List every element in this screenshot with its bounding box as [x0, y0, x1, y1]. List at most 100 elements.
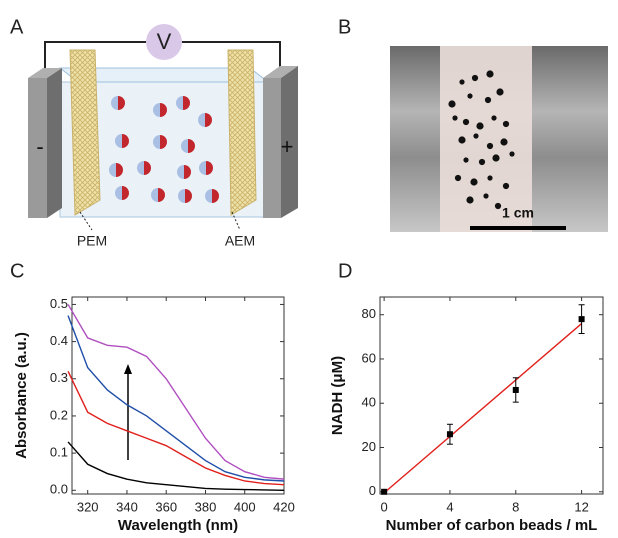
cell-half: [198, 113, 205, 127]
bead: [483, 193, 489, 199]
cell-diagram: V - + PEM AEM: [28, 24, 298, 249]
x-tick-label: 400: [234, 499, 256, 514]
point: [446, 431, 453, 438]
y-tick-label: 0.4: [50, 333, 68, 348]
electrode-side: [47, 68, 62, 218]
point: [381, 488, 388, 495]
cell-half: [158, 188, 165, 202]
cell-half: [205, 189, 212, 203]
x-tick-label: 360: [155, 499, 177, 514]
x-tick-label: 340: [116, 499, 138, 514]
cell-half: [177, 165, 184, 179]
bead: [484, 96, 492, 104]
x-tick-label: 4: [446, 499, 453, 514]
bead: [502, 120, 510, 128]
bead: [491, 115, 497, 121]
cell-half: [184, 165, 191, 179]
bead: [486, 142, 494, 150]
voltage-label: V: [157, 29, 172, 54]
y-axis-label: NADH (μM): [329, 356, 346, 435]
bead: [486, 70, 494, 78]
y-tick-label: 0.5: [50, 296, 68, 311]
series-line: [67, 441, 285, 491]
series-line: [67, 304, 285, 480]
y-axis-label: Absorbance (a.u.): [13, 332, 30, 459]
panel-label: A: [10, 16, 24, 38]
point: [512, 386, 519, 393]
cell-half: [144, 161, 151, 175]
x-axis-label: Number of carbon beads / mL: [386, 517, 598, 534]
negative-label: -: [36, 134, 43, 159]
x-axis-label: Wavelength (nm): [118, 517, 238, 534]
electrode-top: [263, 66, 298, 78]
wire: [44, 41, 146, 72]
x-tick-label: 320: [77, 499, 99, 514]
cell-half: [115, 186, 122, 200]
cell-half: [122, 134, 129, 148]
bead: [458, 136, 466, 144]
bead: [471, 74, 479, 82]
bead: [459, 79, 465, 85]
cell-half: [137, 161, 144, 175]
bead: [452, 115, 458, 121]
cell-half: [160, 135, 167, 149]
cell-half: [212, 189, 219, 203]
cell-half: [206, 161, 213, 175]
cell-half: [160, 103, 167, 117]
series-line: [67, 315, 285, 482]
panel-label: B: [338, 16, 351, 38]
panel-label: D: [338, 260, 352, 282]
bead: [454, 174, 462, 182]
cell-half: [183, 96, 190, 110]
fit-line: [383, 323, 583, 494]
scale-label: 1 cm: [502, 205, 534, 221]
membrane-label: AEM: [225, 233, 255, 249]
panel-label: C: [10, 260, 24, 282]
x-tick-label: 420: [273, 499, 295, 514]
electrode-side: [281, 66, 298, 218]
bead: [463, 157, 469, 163]
bead: [448, 100, 456, 108]
bead: [470, 178, 478, 186]
arrow-head: [124, 364, 132, 374]
bead: [494, 202, 502, 210]
bead: [496, 88, 504, 96]
cell-half: [153, 103, 160, 117]
cell-half: [118, 96, 125, 110]
y-tick-label: 0.2: [50, 407, 68, 422]
y-tick-label: 40: [362, 395, 376, 410]
cell-half: [178, 189, 185, 203]
series-line: [67, 371, 285, 486]
pointer: [231, 211, 241, 231]
plot-frame: [71, 296, 285, 495]
cell-half: [176, 96, 183, 110]
plot-frame: [379, 296, 604, 495]
point: [578, 316, 585, 323]
voltmeter: [146, 24, 182, 60]
wire: [182, 41, 281, 70]
x-tick-label: 12: [574, 499, 588, 514]
cell-half: [111, 96, 118, 110]
bead: [467, 93, 473, 99]
cell-half: [151, 188, 158, 202]
cell-half: [205, 113, 212, 127]
x-tick-label: 380: [195, 499, 217, 514]
cell-half: [116, 163, 123, 177]
bead: [476, 122, 484, 130]
y-tick-label: 60: [362, 350, 376, 365]
bead: [478, 158, 486, 166]
y-tick-label: 80: [362, 306, 376, 321]
membrane-label: PEM: [77, 233, 107, 249]
bead: [509, 151, 515, 157]
membrane: [227, 49, 257, 216]
bead: [466, 196, 474, 204]
bead: [500, 138, 508, 146]
cell-half: [153, 135, 160, 149]
cell-half: [109, 163, 116, 177]
positive-label: +: [281, 134, 294, 159]
electrode: [28, 78, 47, 218]
cell-half: [188, 139, 195, 153]
cell-half: [185, 189, 192, 203]
y-tick-label: 0.1: [50, 445, 68, 460]
